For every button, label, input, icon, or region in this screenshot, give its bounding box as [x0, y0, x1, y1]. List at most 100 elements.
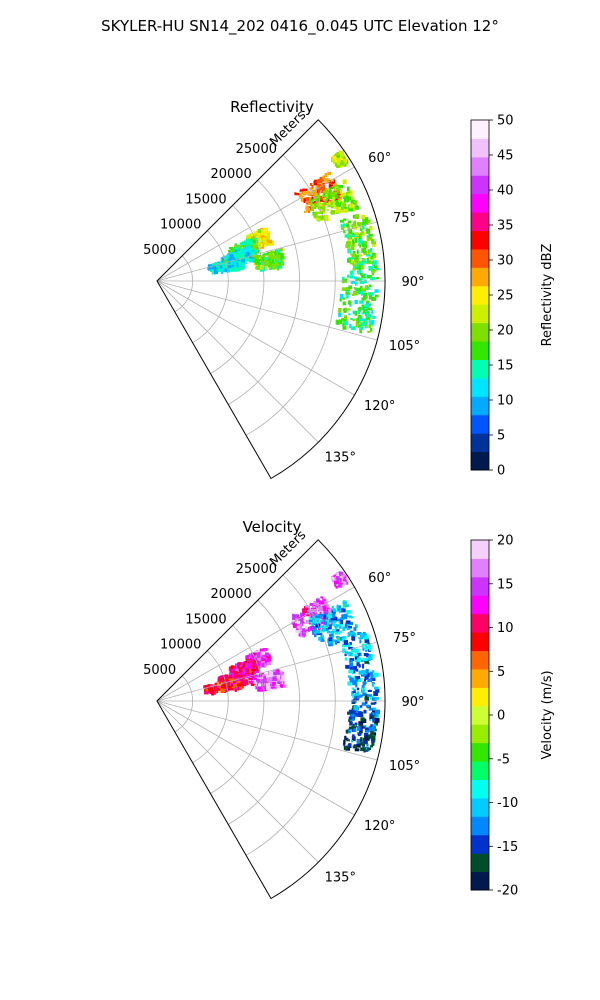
echo-cell: [367, 219, 371, 224]
echo-cell: [247, 656, 252, 659]
echo-cell: [373, 732, 377, 736]
echo-cell: [254, 256, 258, 259]
echo-cell: [343, 208, 348, 213]
echo-cell: [324, 173, 328, 178]
echo-cell: [348, 646, 353, 650]
echo-cell: [347, 292, 351, 295]
echo-cell: [352, 268, 356, 271]
echo-cell: [314, 618, 318, 624]
echo-cell: [328, 641, 333, 647]
echo-cell: [365, 727, 369, 733]
echo-cell: [259, 265, 265, 270]
echo-cell: [365, 672, 370, 677]
echo-cell: [361, 702, 367, 706]
echo-cell: [349, 260, 353, 263]
echo-cell: [313, 600, 317, 605]
echo-cell: [349, 658, 352, 662]
echo-cell: [223, 260, 227, 263]
echo-cell: [248, 680, 254, 684]
echo-region-9: [330, 571, 349, 589]
echo-cell: [222, 677, 227, 682]
echo-cell: [318, 186, 323, 191]
echo-cell: [366, 257, 369, 261]
echo-cell: [318, 606, 323, 612]
echo-cell: [360, 717, 365, 722]
echo-cell: [351, 206, 356, 210]
echo-cell: [341, 644, 347, 648]
echo-cell: [236, 254, 240, 258]
echo-cell: [316, 602, 320, 607]
colorbar-segment: [471, 377, 489, 397]
echo-cell: [360, 321, 364, 327]
echo-cell: [253, 670, 257, 676]
echo-cell: [325, 619, 330, 624]
echo-cell: [296, 619, 301, 623]
echo-cell: [371, 319, 375, 325]
echo-cell: [298, 627, 302, 631]
echo-cell: [306, 609, 312, 612]
echo-cell: [319, 178, 323, 183]
echo-cell: [342, 601, 348, 604]
echo-cell: [342, 318, 347, 322]
echo-cell: [374, 672, 379, 677]
colorbar-tick-label: 35: [497, 219, 514, 234]
echo-cell: [351, 242, 355, 247]
colorbar-segment: [471, 414, 489, 434]
echo-cell: [313, 623, 317, 628]
echo-cell: [274, 255, 279, 260]
echo-cell: [365, 285, 368, 290]
echo-cell: [346, 241, 351, 246]
echo-cell: [353, 236, 358, 240]
echo-cell: [340, 620, 343, 625]
echo-cell: [315, 187, 321, 191]
echo-cell: [248, 240, 253, 246]
range-ring: [192, 650, 229, 764]
echo-cell: [248, 668, 251, 673]
echo-cell: [306, 628, 309, 631]
echo-cell: [248, 677, 252, 680]
echo-cell: [264, 660, 267, 664]
echo-cell: [234, 243, 238, 246]
reflectivity-colorbar: 0 5 10 15 20 25 30 35 40 45 50 Reflectivity dBZ: [470, 114, 555, 479]
echo-cell: [342, 581, 346, 585]
echo-region-8: [252, 248, 285, 272]
echo-cell: [354, 656, 360, 660]
echo-cell: [359, 244, 362, 248]
echo-cell: [359, 226, 363, 229]
echo-cell: [234, 686, 239, 690]
echo-cell: [315, 632, 318, 635]
echo-cell: [359, 280, 365, 284]
echo-cell: [356, 714, 361, 717]
echo-cell: [257, 686, 262, 692]
echo-cell: [296, 622, 299, 625]
echo-cell: [304, 606, 309, 611]
echo-cell: [370, 745, 374, 748]
echo-cell: [363, 296, 368, 299]
echo-cell: [254, 652, 258, 657]
echo-cell: [346, 739, 350, 742]
echo-cell: [266, 233, 270, 238]
echo-cell: [362, 224, 365, 230]
echo-cell: [274, 262, 278, 266]
colorbar-segment: [471, 834, 489, 854]
echo-cell: [246, 252, 250, 256]
echo-cell: [240, 249, 243, 253]
echo-region-1: [308, 600, 362, 647]
echo-cell: [345, 620, 351, 624]
echo-cell: [364, 736, 370, 741]
echo-cell: [263, 231, 268, 237]
echo-cell: [323, 621, 327, 625]
echo-cell: [318, 190, 321, 194]
echo-cell: [340, 161, 345, 166]
echo-cell: [343, 739, 346, 745]
echo-cell: [372, 670, 375, 673]
azimuth-tick-label: 60°: [368, 151, 391, 166]
echo-cell: [331, 615, 335, 619]
range-ring: [174, 675, 194, 733]
echo-cell: [237, 683, 242, 687]
echo-cell: [227, 265, 232, 269]
echo-cell: [340, 208, 345, 212]
echo-cell: [370, 672, 374, 676]
echo-cell: [219, 265, 223, 271]
echo-cell: [349, 677, 354, 683]
